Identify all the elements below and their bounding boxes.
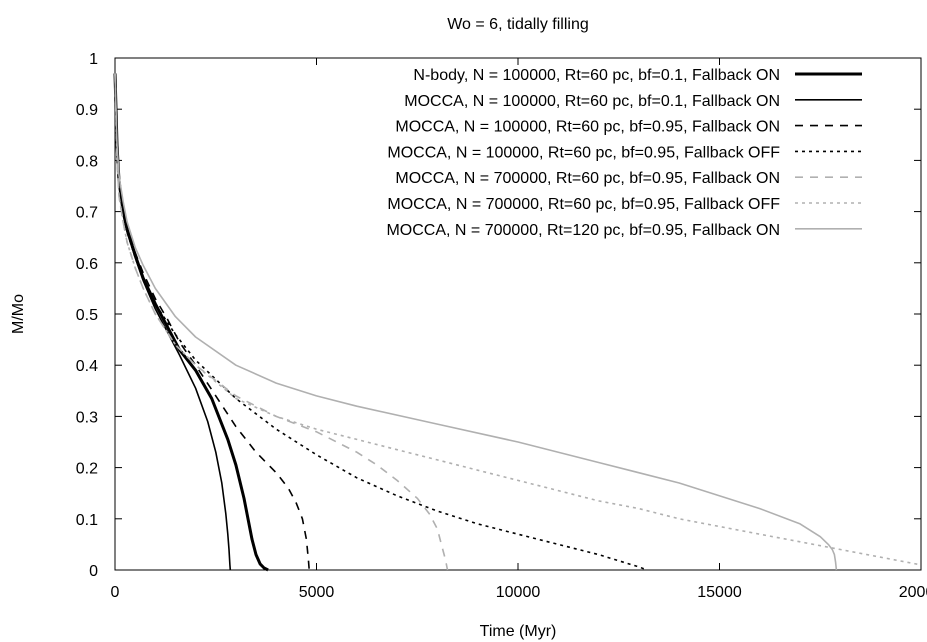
chart-title: Wo = 6, tidally filling: [447, 16, 589, 33]
y-tick-label: 0: [89, 563, 98, 580]
legend-label-4: MOCCA, N = 100000, Rt=60 pc, bf=0.95, Fa…: [387, 144, 780, 161]
legend-label-7: MOCCA, N = 700000, Rt=120 pc, bf=0.95, F…: [386, 222, 780, 239]
legend-label-1: N-body, N = 100000, Rt=60 pc, bf=0.1, Fa…: [413, 67, 780, 84]
legend-label-6: MOCCA, N = 700000, Rt=60 pc, bf=0.95, Fa…: [387, 196, 780, 213]
y-tick-label: 0.2: [76, 461, 98, 478]
legend-label-3: MOCCA, N = 100000, Rt=60 pc, bf=0.95, Fa…: [395, 119, 780, 136]
x-tick-label: 10000: [496, 584, 541, 601]
y-tick-label: 1: [89, 51, 98, 68]
series-line-1: [113, 73, 269, 572]
y-tick-label: 0.6: [76, 256, 98, 273]
legend: N-body, N = 100000, Rt=60 pc, bf=0.1, Fa…: [386, 67, 862, 239]
series-line-2: [114, 73, 232, 571]
legend-label-2: MOCCA, N = 100000, Rt=60 pc, bf=0.1, Fal…: [404, 93, 780, 110]
series-line-3: [114, 73, 310, 571]
y-tick-label: 0.3: [76, 409, 98, 426]
x-tick-label: 0: [111, 584, 120, 601]
y-tick-label: 0.1: [76, 512, 98, 529]
y-tick-label: 0.4: [76, 358, 98, 375]
y-axis-label: M/Mo: [10, 294, 27, 334]
series-line-5: [114, 73, 449, 571]
x-axis-label: Time (Myr): [480, 623, 557, 640]
series-line-6: [114, 73, 922, 566]
y-tick-label: 0.9: [76, 102, 98, 119]
x-tick-label: 15000: [697, 584, 742, 601]
series-line-7: [114, 73, 838, 571]
y-tick-label: 0.7: [76, 205, 98, 222]
legend-label-5: MOCCA, N = 700000, Rt=60 pc, bf=0.95, Fa…: [395, 170, 780, 187]
x-tick-label: 5000: [299, 584, 335, 601]
series-lines: [113, 73, 922, 572]
y-tick-label: 0.8: [76, 153, 98, 170]
y-tick-label: 0.5: [76, 307, 98, 324]
